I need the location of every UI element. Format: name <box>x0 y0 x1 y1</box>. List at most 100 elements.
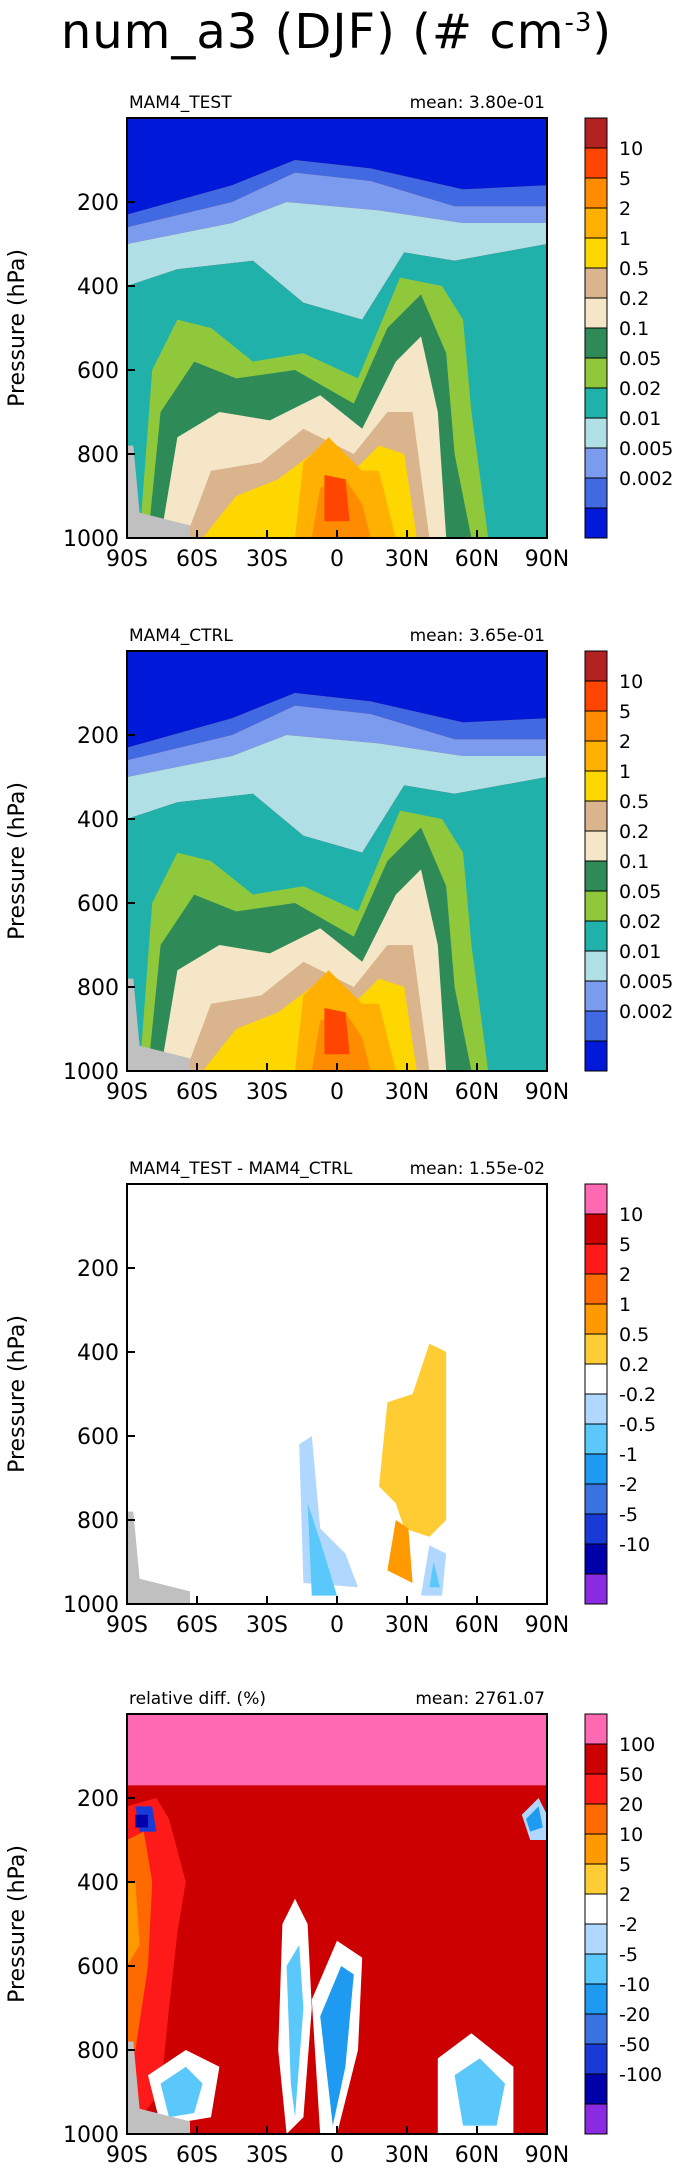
colorbar-swatch <box>584 1453 608 1485</box>
colorbar-swatch <box>584 1040 608 1072</box>
colorbar-swatch <box>584 1923 608 1955</box>
colorbar-label: 2 <box>619 731 631 753</box>
colorbar-label: 5 <box>619 1854 631 1876</box>
colorbar-swatch <box>584 1273 608 1305</box>
topography-mask <box>127 445 190 538</box>
x-tick-label: 30S <box>246 1080 288 1105</box>
colorbar-swatch <box>584 2043 608 2075</box>
contour-band <box>127 118 547 215</box>
y-axis-label: Pressure (hPa) <box>5 1845 30 2003</box>
y-tick-label: 200 <box>77 191 119 216</box>
colorbar-label: 0.1 <box>619 851 649 873</box>
contour-band <box>127 202 547 320</box>
colorbar-swatch <box>584 447 608 479</box>
colorbar-swatch <box>584 477 608 509</box>
colorbar-swatch <box>584 2013 608 2045</box>
colorbar-label: 1 <box>619 1294 631 1316</box>
colorbar-label: 50 <box>619 1764 643 1786</box>
colorbar-swatch <box>584 1363 608 1395</box>
y-tick-label: 800 <box>77 1509 119 1534</box>
x-tick-label: 60N <box>455 1613 499 1638</box>
colorbar-swatch <box>584 1483 608 1515</box>
colorbar-swatch <box>584 207 608 239</box>
panel-label: MAM4_TEST <box>129 93 232 113</box>
colorbar-swatch <box>584 770 608 802</box>
y-tick-label: 400 <box>77 808 119 833</box>
panel-mean: mean: 3.80e-01 <box>410 93 545 113</box>
colorbar-label: 0.2 <box>619 821 649 843</box>
panel-label: MAM4_TEST - MAM4_CTRL <box>129 1159 353 1179</box>
colorbar-label: 0.01 <box>619 408 661 430</box>
colorbar-swatch <box>584 327 608 359</box>
contour-band <box>324 1008 350 1055</box>
colorbar-swatch <box>584 1183 608 1215</box>
colorbar-swatch <box>584 1803 608 1835</box>
title-units-close: ) <box>592 4 613 60</box>
colorbar-label: 5 <box>619 168 631 190</box>
y-tick-label: 600 <box>77 359 119 384</box>
x-tick-label: 0 <box>330 1080 344 1105</box>
x-tick-label: 60N <box>455 547 499 572</box>
panel-label: MAM4_CTRL <box>129 626 233 646</box>
x-tick-label: 90N <box>525 2143 569 2168</box>
colorbar-label: 0.5 <box>619 1324 649 1346</box>
colorbar-label: 0.5 <box>619 791 649 813</box>
colorbar-label: -1 <box>619 1444 638 1466</box>
contour-band <box>307 1503 337 1596</box>
colorbar-label: 20 <box>619 1794 643 1816</box>
topography-mask <box>127 2041 190 2134</box>
colorbar-swatch <box>584 710 608 742</box>
colorbar-label: 2 <box>619 1264 631 1286</box>
contour-band <box>135 1814 148 1828</box>
topography-mask <box>127 978 190 1071</box>
colorbar-swatch <box>584 1953 608 1985</box>
y-axis-label: Pressure (hPa) <box>5 249 30 407</box>
colorbar-label: 2 <box>619 1884 631 1906</box>
title-units-open: (# <box>412 4 474 60</box>
colorbar-swatch <box>584 1333 608 1365</box>
contour-band <box>379 1343 447 1537</box>
colorbar-swatch <box>584 1773 608 1805</box>
x-tick-label: 60S <box>176 2143 218 2168</box>
colorbar-swatch <box>584 650 608 682</box>
colorbar-swatch <box>584 237 608 269</box>
x-tick-label: 90S <box>106 1080 148 1105</box>
colorbar-swatch <box>584 1213 608 1245</box>
colorbar-swatch <box>584 1893 608 1925</box>
colorbar-swatch <box>584 860 608 892</box>
x-tick-label: 0 <box>330 1613 344 1638</box>
colorbar-label: 100 <box>619 1734 655 1756</box>
y-tick-label: 800 <box>77 443 119 468</box>
topography-mask <box>127 1511 190 1604</box>
colorbar-label: 10 <box>619 1204 643 1226</box>
x-tick-label: 90S <box>106 2143 148 2168</box>
colorbar-label: -0.5 <box>619 1414 656 1436</box>
contour-band <box>127 1714 547 1786</box>
colorbar-swatch <box>584 117 608 149</box>
contour-band <box>127 735 547 853</box>
colorbar-swatch <box>584 920 608 952</box>
x-tick-label: 30N <box>385 1613 429 1638</box>
colorbar-swatch <box>584 800 608 832</box>
colorbar-swatch <box>584 1423 608 1455</box>
chart-panel-3: MAM4_TEST - MAM4_CTRL mean: 1.55e-02 90S 60… <box>5 1159 656 1638</box>
x-tick-label: 60N <box>455 2143 499 2168</box>
colorbar-label: -20 <box>619 2004 650 2026</box>
chart-panel-4: relative diff. (%) mean: 2761.07 90S 60S 30S… <box>5 1689 662 2168</box>
colorbar-swatch <box>584 980 608 1012</box>
colorbar-swatch <box>584 1863 608 1895</box>
y-tick-label: 1000 <box>63 1593 119 1618</box>
colorbar-swatch <box>584 1543 608 1575</box>
x-tick-label: 30S <box>246 2143 288 2168</box>
plot-area <box>127 1184 547 1604</box>
x-tick-label: 60S <box>176 1080 218 1105</box>
colorbar-label: -100 <box>619 2064 662 2086</box>
colorbar-swatch <box>584 417 608 449</box>
colorbar-swatch <box>584 950 608 982</box>
colorbar-swatch <box>584 387 608 419</box>
colorbar-swatch <box>584 740 608 772</box>
x-tick-label: 0 <box>330 2143 344 2168</box>
colorbar-label: 10 <box>619 671 643 693</box>
contour-band <box>160 2066 203 2118</box>
